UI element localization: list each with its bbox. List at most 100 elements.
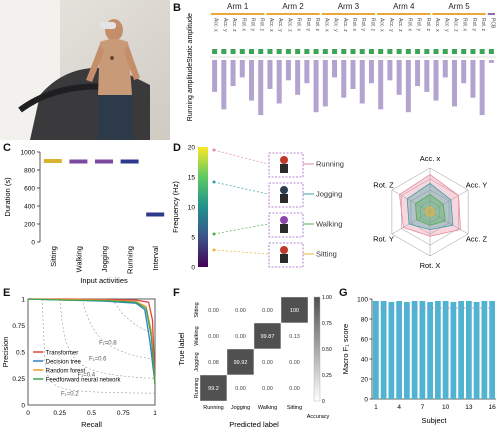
static-bar [249, 49, 255, 54]
category-label: Rot. z [369, 18, 375, 32]
running-bar [267, 60, 273, 89]
score-bar [419, 301, 426, 399]
group-label: Arm 3 [338, 2, 360, 11]
colorbar-label: Frequency (Hz) [172, 181, 180, 233]
score-bar [458, 301, 464, 399]
colorbar-tick: 10 [188, 205, 196, 212]
category-label: Acc. x [434, 18, 440, 32]
col-label: Jogging [231, 405, 250, 411]
col-label: Sitting [287, 405, 302, 411]
matrix-value: 0.00 [262, 308, 273, 314]
static-bar [359, 49, 365, 54]
x-tick-label: 0.5 [87, 410, 96, 417]
y-tick-label: 0 [21, 403, 25, 410]
y-tick-label: 100 [357, 297, 368, 304]
category-label: Sitting [49, 246, 58, 267]
activity-label: Sitting [316, 250, 337, 259]
radar-axis-label: Rot. Y [373, 234, 394, 243]
score-bar [404, 302, 410, 399]
category-label: Acc. y [388, 18, 394, 32]
row-label: Walking [194, 326, 200, 345]
x-tick-label: 0.25 [53, 410, 66, 417]
x-tick-label: 4 [397, 404, 401, 411]
radar-axis-label: Acc. Y [466, 181, 488, 190]
x-tick-label: 1 [374, 404, 378, 411]
x-axis-label: Recall [81, 420, 102, 429]
score-bar [380, 301, 387, 399]
colorbar-label: Accuracy [307, 414, 330, 420]
frequency-marker [212, 180, 216, 184]
category-label: Acc. z [397, 18, 403, 32]
precision-recall-chart: F₁=0.8 F₁=0.6 F₁=0.4 F₁=0.2 Transformer Decis… [1, 297, 157, 430]
static-label: Static amplitude [187, 13, 194, 63]
colorbar [313, 296, 321, 402]
x-axis-label: Input activities [80, 276, 128, 285]
category-label: Running [126, 246, 135, 274]
sprite-body [280, 254, 288, 263]
static-bar [396, 49, 402, 54]
y-axis-label: Precision [1, 337, 10, 368]
sprite-head [280, 246, 288, 254]
y-tick-label: 0.25 [12, 376, 25, 383]
x-tick-label: 1 [153, 410, 157, 417]
running-bar [295, 60, 301, 95]
static-bar [424, 49, 430, 54]
static-bar [322, 49, 328, 54]
static-bar [461, 49, 467, 54]
running-bar [239, 60, 245, 78]
iso-f1-label: F₁=0.2 [61, 391, 79, 397]
running-bar [230, 60, 236, 87]
frequency-arrow [213, 149, 269, 165]
x-tick-label: 0.75 [117, 410, 130, 417]
macro-f1-chart: 0 20 40 60 80 100 1 4 7 10 13 16 Subject Macro F₁ sco… [341, 297, 496, 426]
running-bar [378, 60, 384, 110]
category-label: Rot. z [425, 18, 431, 32]
static-bar [405, 49, 411, 54]
x-tick-label: 10 [442, 404, 450, 411]
static-bar [212, 49, 218, 54]
category-label: Rot. x [462, 18, 468, 32]
matrix-value: 99.2 [208, 386, 219, 392]
static-bar [239, 49, 245, 54]
iso-f1-label: F₁=0.4 [78, 372, 96, 378]
matrix-cell [226, 374, 255, 402]
static-bar [276, 49, 282, 54]
running-bar [387, 60, 393, 81]
static-bar [451, 49, 457, 54]
colorbar-tick: 0.75 [322, 321, 332, 327]
running-bar [276, 60, 282, 104]
running-bar [396, 60, 402, 95]
running-bar [313, 60, 319, 113]
static-bar [313, 49, 319, 54]
matrix-cell [253, 348, 282, 376]
running-bar [461, 60, 467, 84]
panel-letter-d: D [173, 142, 181, 154]
category-label: Rot. z [314, 18, 320, 32]
matrix-cell [280, 374, 309, 402]
score-bar [489, 301, 495, 399]
matrix-value: 0.00 [262, 360, 273, 366]
radar-series [424, 206, 436, 217]
matrix-cell [280, 322, 309, 350]
y-tick-label: 0 [364, 397, 368, 404]
y-tick-label: 400 [24, 204, 35, 211]
col-label: Walking [258, 405, 277, 411]
running-bar [285, 60, 291, 81]
score-bar [466, 301, 472, 399]
category-label: Acc. x [213, 18, 219, 32]
frequency-radar-chart: 0 5 10 15 20 Frequency (Hz) Running Jogging Walk… [172, 145, 488, 272]
activity-label: Running [316, 160, 344, 169]
legend-label: Feedforward neural network [46, 377, 122, 383]
static-bar [368, 49, 374, 54]
category-label: Acc. x [268, 18, 274, 32]
category-label: Acc. z [231, 18, 237, 32]
running-bar [212, 60, 218, 92]
activity-label: Walking [316, 220, 342, 229]
matrix-cell [199, 348, 228, 376]
running-bar [322, 60, 328, 107]
sprite-head [280, 186, 288, 194]
category-label: Rot. y [471, 18, 477, 32]
y-axis-label: True label [177, 332, 186, 365]
iso-f1-curve [59, 298, 156, 379]
matrix-value: 100 [290, 308, 299, 314]
